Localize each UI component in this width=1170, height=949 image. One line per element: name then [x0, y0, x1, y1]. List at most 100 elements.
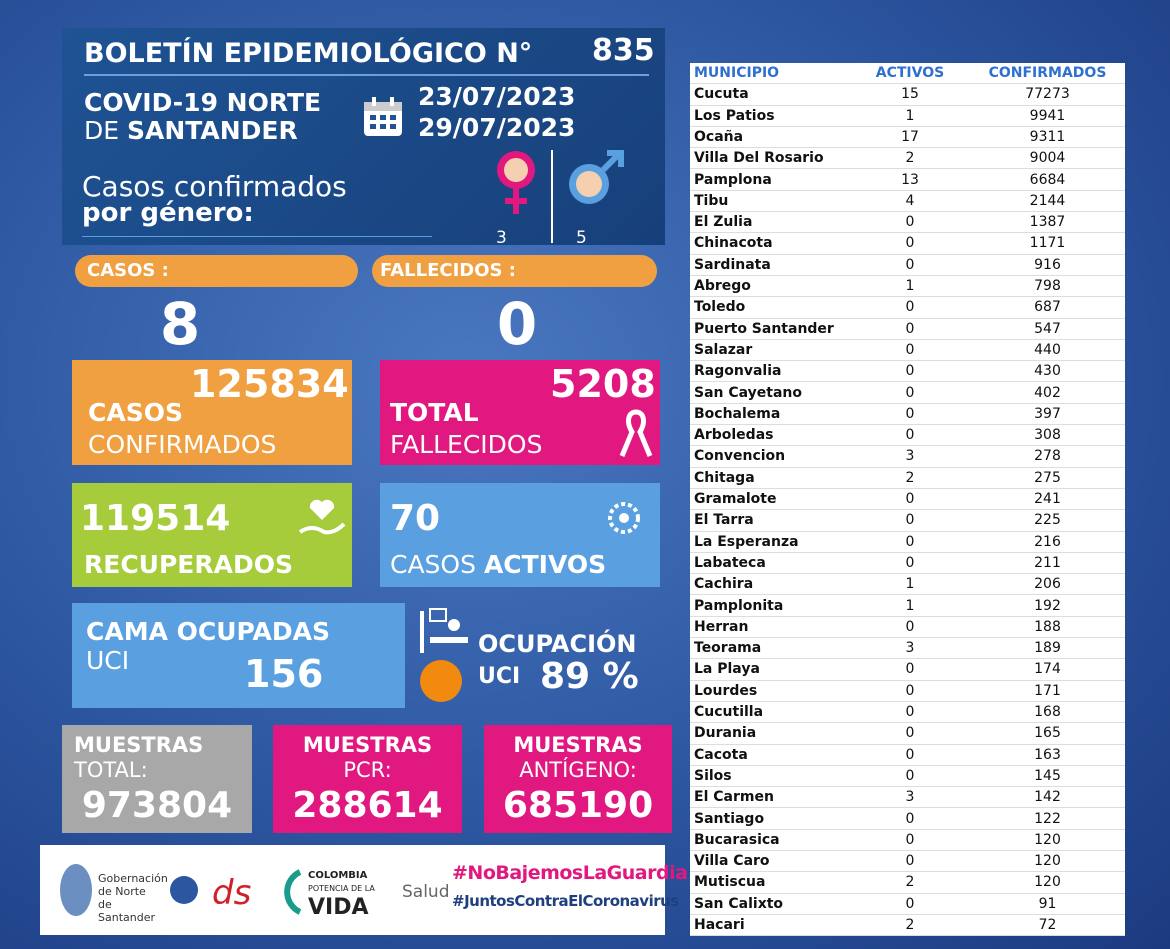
- municipality: Salazar: [694, 341, 753, 358]
- table-row: Labateca 0 211: [690, 553, 1125, 575]
- cell-number: 91: [1038, 895, 1057, 912]
- cell-number: 174: [1034, 661, 1061, 678]
- table-row: San Calixto 0 91: [690, 894, 1125, 915]
- cell-number: 0: [905, 831, 915, 848]
- date-from: 23/07/2023: [418, 82, 576, 111]
- deaths-box: [380, 360, 660, 465]
- cell-number: 0: [905, 491, 915, 507]
- gender-2: por género:: [82, 198, 254, 228]
- cell-number: 916: [1034, 256, 1061, 273]
- title: BOLETÍN EPIDEMIOLÓGICO N°: [84, 38, 533, 69]
- cell-number: 2: [905, 150, 915, 167]
- cell-number: 2: [905, 917, 915, 933]
- table-row: Sardinata 0 916: [690, 255, 1125, 276]
- municipality: Los Patios: [694, 107, 775, 124]
- sample-l1: MUESTRAS: [302, 733, 433, 757]
- recovered-l1: RECUPERADOS: [84, 550, 293, 579]
- table-row: Villa Del Rosario 2 9004: [690, 148, 1125, 170]
- cell-number: 163: [1034, 746, 1061, 763]
- municipality: Arboledas: [694, 427, 774, 444]
- salud: Salud: [402, 882, 450, 902]
- cell-number: 142: [1034, 789, 1061, 806]
- table-row: Cachira 1 206: [690, 574, 1125, 596]
- arrow-line: [82, 236, 432, 237]
- table-row: Mutiscua 2 120: [690, 872, 1125, 894]
- municipality: Chinacota: [694, 235, 773, 252]
- municipality: Sardinata: [694, 256, 771, 273]
- cell-number: 122: [1034, 810, 1061, 827]
- male-icon: [569, 150, 624, 204]
- cell-number: 0: [905, 320, 915, 337]
- cell-number: 15: [901, 86, 919, 103]
- cell-number: 9311: [1029, 128, 1066, 145]
- sample-l2: ANTÍGENO:: [519, 758, 637, 782]
- table-row: Chitaga 2 275: [690, 468, 1125, 489]
- region-2: DE SANTANDER: [84, 116, 298, 145]
- municipality: Cucutilla: [694, 704, 764, 720]
- gender-1: Casos confirmados: [82, 170, 347, 203]
- municipality: Cachira: [694, 576, 754, 593]
- cell-number: 1171: [1029, 235, 1066, 252]
- municipality: Herran: [694, 618, 749, 635]
- cell-number: 687: [1034, 299, 1061, 316]
- cell-number: 1: [905, 576, 915, 593]
- cell-number: 0: [905, 235, 915, 252]
- cell-number: 3: [905, 789, 915, 806]
- municipality: Abrego: [694, 278, 751, 294]
- table-row: Cacota 0 163: [690, 745, 1125, 766]
- sample-l1: MUESTRAS: [513, 733, 643, 757]
- heart-hand-icon: [298, 499, 346, 535]
- table-row: Ocaña 17 9311: [690, 127, 1125, 149]
- municipality: Santiago: [694, 810, 765, 827]
- sample-box: [484, 725, 672, 833]
- cell-number: 0: [905, 427, 915, 444]
- cell-number: 206: [1034, 576, 1061, 593]
- cell-number: 241: [1034, 491, 1061, 507]
- cell-number: 440: [1034, 341, 1061, 358]
- cell-number: 275: [1034, 469, 1061, 486]
- municipality: La Playa: [694, 661, 760, 678]
- column-header: MUNICIPIO: [694, 65, 780, 81]
- municipality: El Tarra: [694, 512, 754, 529]
- female-icon: [497, 151, 535, 214]
- cell-number: 0: [905, 682, 915, 699]
- cell-number: 1387: [1029, 214, 1066, 231]
- cell-number: 0: [905, 810, 915, 827]
- municipality: Tibu: [694, 192, 729, 209]
- table-row: Bucarasica 0 120: [690, 830, 1125, 852]
- cell-number: 402: [1034, 384, 1061, 401]
- table-row: Cucuta 15 77273: [690, 84, 1125, 106]
- cell-number: 2: [905, 469, 915, 486]
- column-header: ACTIVOS: [875, 65, 945, 81]
- table-header: MUNICIPIO ACTIVOS CONFIRMADOS: [690, 63, 1125, 85]
- vida: VIDA: [308, 895, 369, 920]
- municipality: Ocaña: [694, 128, 744, 145]
- table-row: Santiago 0 122: [690, 809, 1125, 830]
- municipality: El Zulia: [694, 214, 753, 231]
- cell-number: 0: [905, 746, 915, 763]
- municipality: Pamplona: [694, 171, 772, 188]
- deaths-l1: TOTAL: [390, 398, 479, 427]
- municipality: San Calixto: [694, 895, 784, 912]
- cell-number: 2144: [1029, 192, 1066, 209]
- table-row: Toledo 0 687: [690, 297, 1125, 319]
- table-row: Ragonvalia 0 430: [690, 361, 1125, 383]
- table-row: San Cayetano 0 402: [690, 383, 1125, 404]
- cell-number: 171: [1034, 682, 1061, 699]
- cell-number: 278: [1034, 448, 1061, 465]
- potencia: POTENCIA DE LA: [308, 884, 375, 893]
- municipality: Durania: [694, 725, 757, 742]
- table-row: Pamplona 13 6684: [690, 170, 1125, 191]
- municipality-table: MUNICIPIO ACTIVOS CONFIRMADOS Cucuta 15 77273…: [690, 63, 1125, 937]
- active-l1a: CASOS: [390, 550, 476, 579]
- header-panel: [62, 28, 665, 245]
- cell-number: 72: [1038, 917, 1057, 933]
- daily-cases: 8: [159, 290, 201, 358]
- table-row: Abrego 1 798: [690, 276, 1125, 298]
- cell-number: 0: [905, 256, 915, 273]
- sample-value: 288614: [292, 785, 443, 826]
- municipality: Mutiscua: [694, 874, 766, 891]
- deaths-pill: FALLECIDOS :: [372, 255, 657, 287]
- cell-number: 189: [1034, 640, 1061, 657]
- cases-pill: CASOS :: [75, 255, 358, 287]
